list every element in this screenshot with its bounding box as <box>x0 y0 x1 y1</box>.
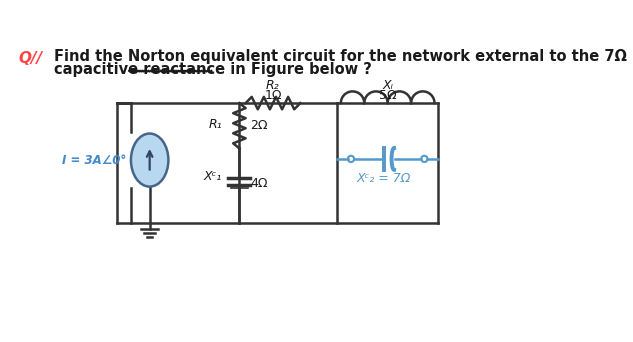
Text: capacitive reactance in Figure below ?: capacitive reactance in Figure below ? <box>54 62 372 77</box>
Text: 2Ω: 2Ω <box>250 119 268 132</box>
Text: R₂: R₂ <box>266 79 280 92</box>
Ellipse shape <box>131 133 168 187</box>
Text: R₁: R₁ <box>209 118 222 131</box>
Text: Xₗ: Xₗ <box>382 79 393 92</box>
Text: I = 3A∠0°: I = 3A∠0° <box>62 154 126 167</box>
Text: 1Ω: 1Ω <box>264 89 282 102</box>
Text: Xᶜ₁: Xᶜ₁ <box>204 170 222 183</box>
Text: Xᶜ₂ = 7Ω: Xᶜ₂ = 7Ω <box>356 172 411 185</box>
Text: 5Ω: 5Ω <box>379 89 396 102</box>
Text: Q//: Q// <box>18 51 43 66</box>
Text: 4Ω: 4Ω <box>250 176 268 189</box>
Text: Find the Norton equivalent circuit for the network external to the 7Ω: Find the Norton equivalent circuit for t… <box>54 49 627 64</box>
